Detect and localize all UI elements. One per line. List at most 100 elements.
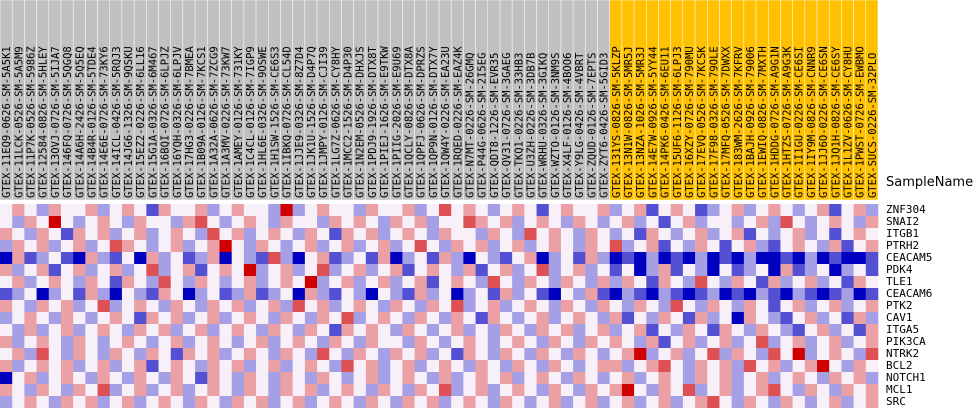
heatmap-cell — [792, 228, 806, 241]
heatmap-cell — [256, 360, 269, 373]
heatmap-cell — [280, 348, 293, 361]
heatmap-cell — [585, 240, 598, 253]
heatmap-cell — [170, 336, 184, 349]
heatmap-cell — [219, 240, 232, 253]
heatmap-cell — [36, 288, 50, 301]
heatmap-cell — [146, 348, 159, 361]
heatmap-cell — [743, 264, 757, 277]
heatmap-cell — [439, 384, 452, 397]
column-label: GTEX-14E6E-0726-SM-73KY6 — [99, 46, 111, 198]
heatmap-cell — [853, 372, 867, 385]
heatmap-cell — [658, 396, 671, 408]
heatmap-cell — [121, 384, 135, 397]
heatmap-cell — [292, 312, 306, 325]
heatmap-cell — [121, 324, 135, 337]
row-label: SRC — [886, 395, 906, 408]
heatmap-cell — [109, 360, 123, 373]
heatmap-cell — [0, 276, 13, 289]
heatmap-cell — [121, 288, 135, 301]
heatmap-cell — [60, 228, 74, 241]
heatmap-cell — [85, 240, 98, 253]
heatmap-cell — [85, 252, 98, 265]
heatmap-cell — [182, 396, 196, 408]
heatmap-cell — [207, 324, 220, 337]
heatmap-cell — [36, 324, 50, 337]
column-label: GTEX-X4LF-0126-SM-4BOO6 — [562, 53, 574, 198]
heatmap-cell — [341, 372, 354, 385]
heatmap-cell — [280, 240, 293, 253]
heatmap-cell — [487, 336, 501, 349]
heatmap-cell — [585, 264, 598, 277]
heatmap-cell — [243, 324, 257, 337]
heatmap-cell — [829, 276, 842, 289]
heatmap-cell — [48, 360, 62, 373]
heatmap-cell — [158, 240, 172, 253]
heatmap-cell — [804, 360, 818, 373]
heatmap-cell — [36, 336, 50, 349]
heatmap-cell — [414, 216, 428, 229]
column-label: GTEX-TKQ1-0226-SM-33HB3 — [513, 53, 525, 198]
heatmap-cell — [0, 384, 13, 397]
heatmap-cell — [731, 396, 745, 408]
heatmap-cell — [304, 228, 318, 241]
heatmap-cell — [670, 276, 684, 289]
heatmap-cell — [158, 348, 172, 361]
heatmap-cell — [548, 276, 562, 289]
heatmap-cell — [426, 324, 440, 337]
heatmap-cell — [426, 300, 440, 313]
heatmap-cell — [353, 240, 367, 253]
heatmap-cell — [853, 312, 867, 325]
heatmap-cell — [341, 300, 354, 313]
heatmap-cell — [365, 216, 379, 229]
heatmap-cell — [146, 252, 159, 265]
heatmap-cell — [280, 204, 293, 217]
heatmap-cell — [402, 396, 415, 408]
heatmap-cell — [268, 336, 281, 349]
heatmap-cell — [707, 288, 720, 301]
column-label: GTEX-1N2EM-0526-SM-DHXJS — [355, 46, 367, 198]
heatmap-cell — [768, 252, 781, 265]
heatmap-cell — [146, 216, 159, 229]
heatmap-cell — [792, 204, 806, 217]
heatmap-cell — [182, 276, 196, 289]
heatmap-cell — [487, 372, 501, 385]
heatmap-cell — [597, 348, 611, 361]
column-label: GTEX-1EWIQ-0826-SM-7MXTH — [757, 46, 769, 198]
heatmap-cell — [597, 360, 611, 373]
heatmap-cell — [658, 348, 671, 361]
heatmap-cell — [170, 372, 184, 385]
heatmap-cell — [170, 264, 184, 277]
heatmap-cell — [85, 372, 98, 385]
heatmap-cell — [463, 276, 476, 289]
heatmap-cell — [109, 312, 123, 325]
heatmap-cell — [170, 384, 184, 397]
heatmap-cell — [378, 264, 391, 277]
column-label: GTEX-QDT8-1226-SM-EVR35 — [489, 53, 501, 198]
heatmap-cell — [195, 384, 208, 397]
heatmap-cell — [317, 204, 330, 217]
heatmap-cell — [243, 384, 257, 397]
heatmap-cell — [73, 312, 86, 325]
heatmap-cell — [658, 336, 671, 349]
heatmap-cell — [560, 336, 574, 349]
heatmap-cell — [585, 276, 598, 289]
heatmap-cell — [97, 312, 111, 325]
heatmap-cell — [48, 312, 62, 325]
heatmap-cell — [756, 216, 769, 229]
heatmap-cell — [329, 312, 342, 325]
column-label: GTEX-183WM-2626-SM-7KFRV — [733, 46, 745, 198]
column-label: GTEX-14JG6-1326-SM-9QSKU — [123, 46, 135, 198]
heatmap-cell — [780, 384, 793, 397]
heatmap-cell — [487, 204, 501, 217]
heatmap-cell — [597, 228, 611, 241]
heatmap-cell — [841, 324, 854, 337]
heatmap-cell — [97, 324, 111, 337]
heatmap-cell — [256, 336, 269, 349]
heatmap-cell — [682, 384, 696, 397]
column-label: GTEX-1HL6E-0326-SM-9OSWE — [257, 46, 269, 198]
heatmap-cell — [536, 252, 550, 265]
heatmap-cell — [524, 204, 537, 217]
heatmap-cell — [426, 252, 440, 265]
heatmap-cell — [573, 396, 586, 408]
heatmap-cell — [390, 240, 403, 253]
